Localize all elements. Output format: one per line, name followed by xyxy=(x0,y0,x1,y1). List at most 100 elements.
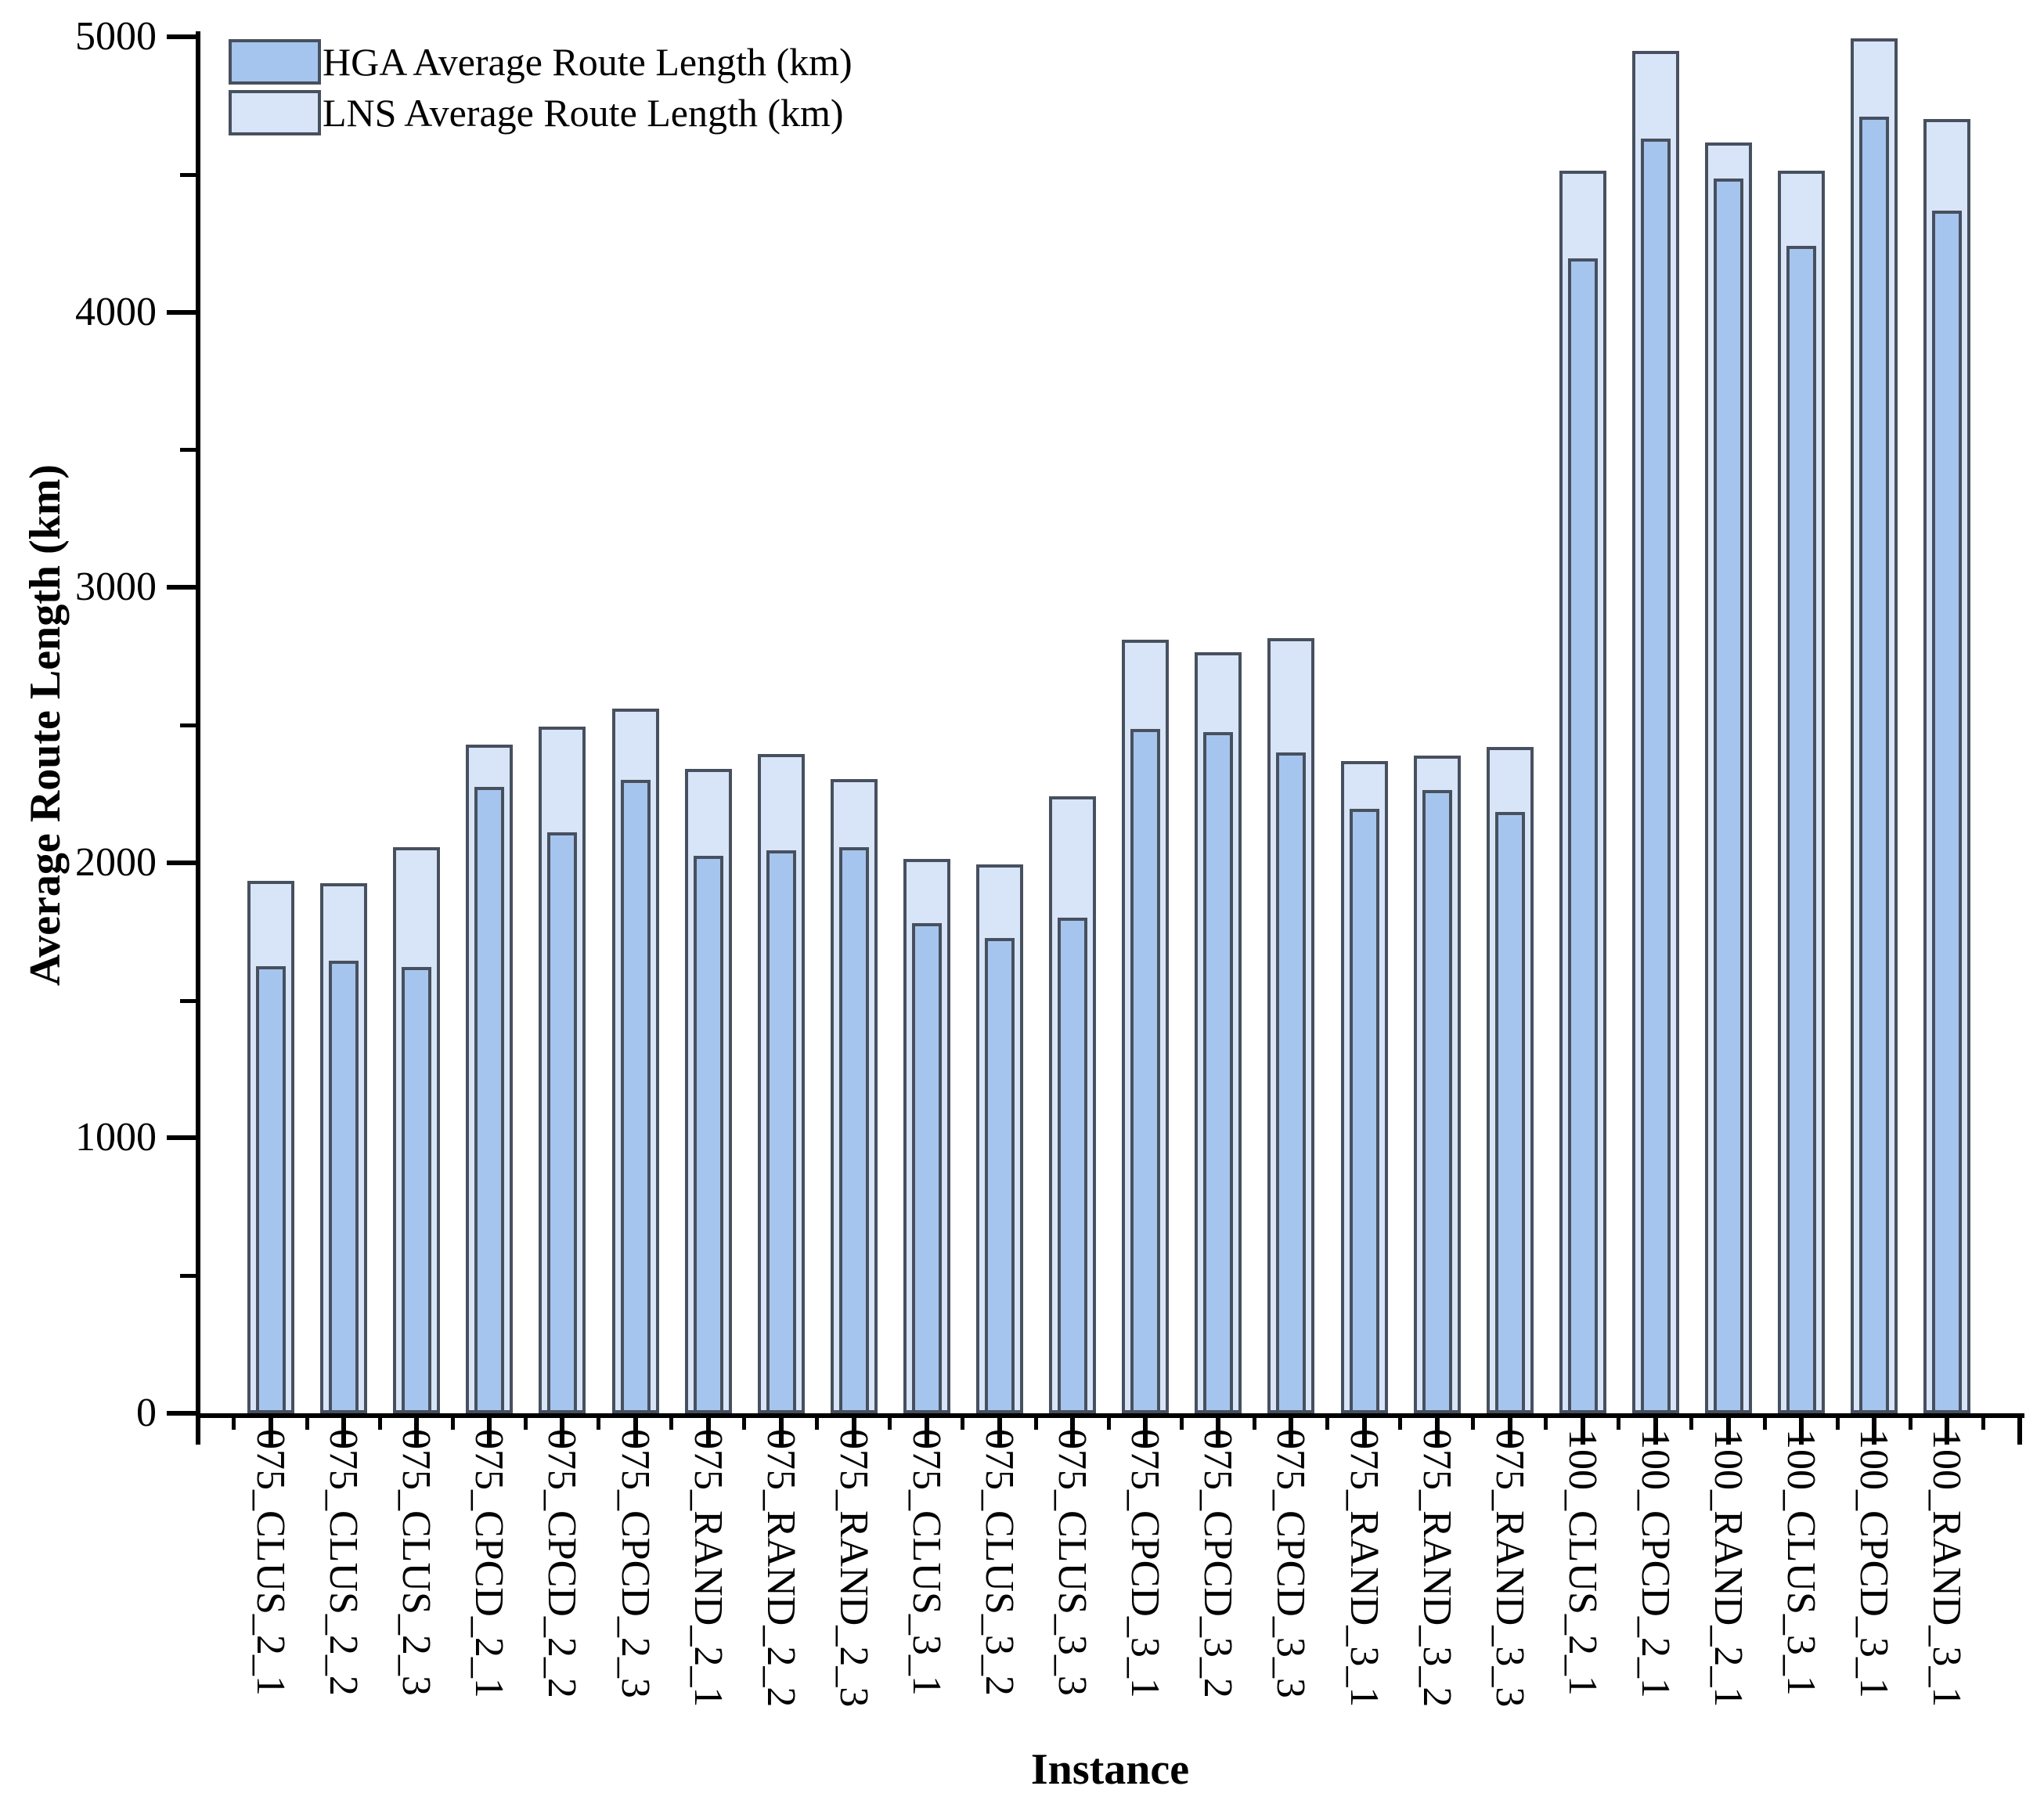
x-minor-tick xyxy=(1617,1418,1621,1430)
x-major-tick xyxy=(633,1418,638,1445)
x-major-tick xyxy=(1799,1418,1804,1445)
x-minor-tick xyxy=(888,1418,892,1430)
hga-bar xyxy=(766,850,796,1413)
hga-bar xyxy=(1422,789,1452,1413)
hga-bar xyxy=(1932,210,1963,1413)
x-major-tick xyxy=(269,1418,273,1445)
legend: HGA Average Route Length (km) LNS Averag… xyxy=(229,39,853,141)
y-tick-label: 1000 xyxy=(75,1115,157,1160)
y-tick-label: 0 xyxy=(136,1391,157,1435)
y-major-tick xyxy=(167,34,198,39)
x-minor-tick xyxy=(1981,1418,1985,1430)
hga-series-swatch-icon xyxy=(229,39,321,85)
y-axis-title: Average Route Length (km) xyxy=(21,464,70,987)
x-major-tick xyxy=(341,1418,347,1445)
x-tick-label: 075_CPCD_2_1 xyxy=(467,1429,512,1698)
hga-bar xyxy=(1859,116,1890,1413)
x-minor-tick xyxy=(1908,1418,1912,1430)
x-major-tick xyxy=(997,1418,1002,1445)
y-axis-line xyxy=(196,31,200,1418)
y-tick-label: 4000 xyxy=(75,289,157,334)
x-tick-label: 100_CPCD_2_1 xyxy=(1632,1429,1678,1698)
y-major-tick xyxy=(167,1135,198,1141)
x-tick-label: 075_CLUS_3_2 xyxy=(977,1429,1022,1696)
x-major-tick xyxy=(1653,1418,1658,1445)
hga-bar xyxy=(1130,729,1161,1413)
x-tick-label: 100_RAND_2_1 xyxy=(1706,1429,1750,1708)
x-tick-label: 075_CLUS_3_1 xyxy=(903,1429,949,1696)
y-minor-tick xyxy=(180,998,198,1003)
hga-bar xyxy=(1349,809,1379,1413)
x-minor-tick xyxy=(1762,1418,1767,1430)
x-minor-tick xyxy=(1835,1418,1840,1430)
x-tick-label: 100_CLUS_2_1 xyxy=(1559,1429,1605,1696)
x-tick-label: 075_RAND_3_3 xyxy=(1487,1429,1532,1708)
hga-bar xyxy=(693,856,723,1413)
x-major-tick xyxy=(1507,1418,1512,1445)
x-tick-label: 100_CLUS_3_1 xyxy=(1779,1429,1824,1696)
x-tick-label: 075_RAND_2_1 xyxy=(685,1429,730,1708)
hga-bar xyxy=(1494,811,1525,1413)
x-major-tick xyxy=(705,1418,711,1445)
hga-bar xyxy=(1567,258,1598,1413)
y-tick-label: 3000 xyxy=(75,565,157,610)
x-major-tick xyxy=(560,1418,565,1445)
hga-bar xyxy=(985,938,1015,1413)
x-tick-label: 075_CLUS_2_1 xyxy=(248,1429,293,1696)
hga-bar xyxy=(402,967,432,1413)
x-tick-label: 075_RAND_3_1 xyxy=(1341,1429,1386,1708)
hga-bar xyxy=(620,780,651,1413)
x-axis-line xyxy=(196,1413,2024,1418)
y-tick-label: 2000 xyxy=(75,839,157,885)
legend-label-hga: HGA Average Route Length (km) xyxy=(323,40,853,84)
hga-bar xyxy=(911,923,942,1413)
x-tick-label: 075_CPCD_2_2 xyxy=(539,1429,585,1698)
y-major-tick xyxy=(167,860,198,865)
x-minor-tick xyxy=(815,1418,820,1430)
x-tick-label: 075_CLUS_3_3 xyxy=(1050,1429,1095,1696)
x-axis-end-tick xyxy=(196,1418,200,1445)
x-major-tick xyxy=(1580,1418,1585,1445)
x-minor-tick xyxy=(961,1418,965,1430)
hga-bar xyxy=(1786,246,1817,1413)
hga-bar xyxy=(1203,731,1234,1413)
x-minor-tick xyxy=(1252,1418,1256,1430)
x-major-tick xyxy=(778,1418,784,1445)
hga-bar xyxy=(838,847,869,1413)
legend-item-lns: LNS Average Route Length (km) xyxy=(229,90,853,135)
x-tick-label: 100_RAND_3_1 xyxy=(1924,1429,1970,1708)
x-tick-label: 075_CPCD_3_1 xyxy=(1123,1429,1168,1698)
x-tick-label: 075_RAND_3_2 xyxy=(1414,1429,1459,1708)
hga-bar xyxy=(329,960,359,1413)
y-tick-label: 5000 xyxy=(75,14,157,59)
hga-bar xyxy=(1640,139,1671,1413)
x-major-tick xyxy=(487,1418,492,1445)
y-minor-tick xyxy=(180,1274,198,1279)
x-axis-end-tick xyxy=(2017,1418,2022,1445)
hga-bar xyxy=(474,787,505,1413)
y-minor-tick xyxy=(180,723,198,727)
y-major-tick xyxy=(167,1411,198,1416)
hga-bar xyxy=(1058,918,1088,1413)
hga-bar xyxy=(256,965,286,1413)
x-major-tick xyxy=(1143,1418,1148,1445)
x-major-tick xyxy=(414,1418,420,1445)
x-minor-tick xyxy=(1325,1418,1329,1430)
x-tick-label: 100_CPCD_3_1 xyxy=(1851,1429,1897,1698)
y-major-tick xyxy=(167,585,198,590)
x-minor-tick xyxy=(1106,1418,1111,1430)
x-tick-label: 075_CPCD_3_2 xyxy=(1195,1429,1241,1698)
x-minor-tick xyxy=(377,1418,382,1430)
x-minor-tick xyxy=(1179,1418,1184,1430)
x-minor-tick xyxy=(742,1418,747,1430)
x-tick-label: 075_RAND_2_3 xyxy=(831,1429,876,1708)
x-minor-tick xyxy=(1544,1418,1548,1430)
x-major-tick xyxy=(924,1418,929,1445)
x-major-tick xyxy=(1289,1418,1294,1445)
legend-label-lns: LNS Average Route Length (km) xyxy=(323,91,844,135)
x-tick-label: 075_CLUS_2_2 xyxy=(321,1429,366,1696)
x-minor-tick xyxy=(1471,1418,1476,1430)
x-tick-label: 075_CPCD_2_3 xyxy=(612,1429,658,1698)
x-minor-tick xyxy=(305,1418,309,1430)
